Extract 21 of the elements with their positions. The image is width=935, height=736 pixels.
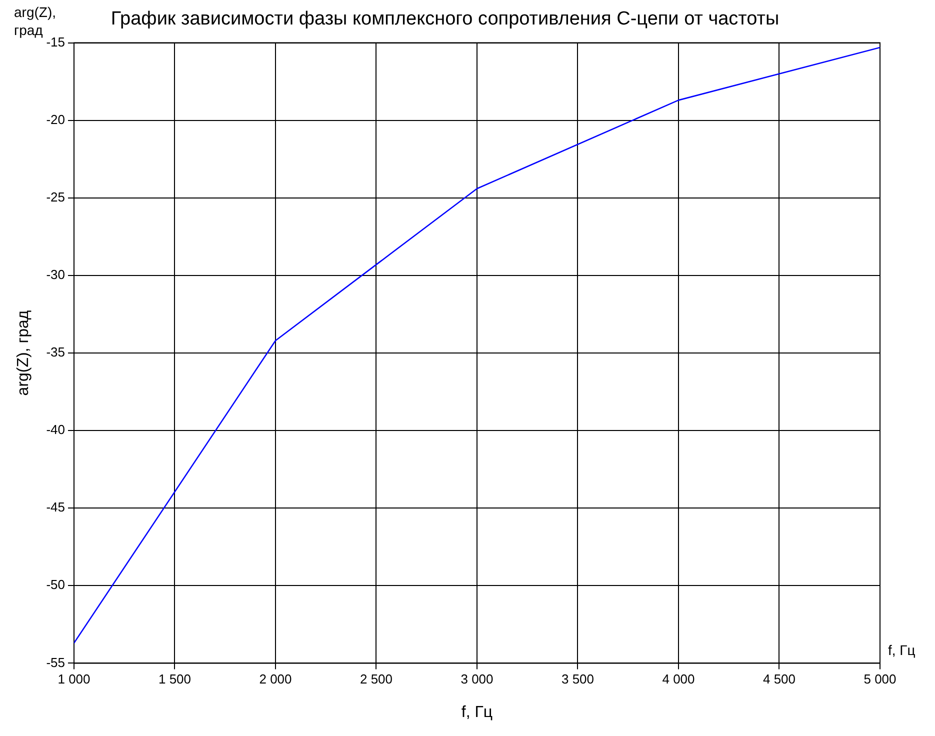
y-tick-label: -45 xyxy=(46,500,65,515)
x-tick-label: 4 000 xyxy=(662,672,695,687)
y-tick-label: -30 xyxy=(46,267,65,282)
x-axis-title: f, Гц xyxy=(461,704,493,721)
x-tick-label: 2 000 xyxy=(259,672,292,687)
y-axis-title: arg(Z), град xyxy=(15,310,32,396)
text: f, Гц xyxy=(888,642,916,658)
x-tick-label: 3 500 xyxy=(561,672,594,687)
chart-title: График зависимости фазы комплексного сопротивления С-цепи от частоты xyxy=(110,8,780,30)
y-tick-label: -20 xyxy=(46,112,65,127)
y-tick-label: -40 xyxy=(46,422,65,438)
x-tick-label: 5 000 xyxy=(864,672,896,687)
x-tick-label: 1 500 xyxy=(158,672,192,687)
y-tick-label: -25 xyxy=(46,189,65,204)
x-tick-label: 1 000 xyxy=(58,672,90,687)
x-tick-label: 4 500 xyxy=(762,672,796,687)
y-tick-label: -55 xyxy=(46,654,65,670)
y-tick-label: -35 xyxy=(46,344,65,360)
y-tick-label: -50 xyxy=(46,577,65,592)
x-tick-label: 3 000 xyxy=(460,672,494,687)
x-tick-label: 2 500 xyxy=(360,672,393,687)
